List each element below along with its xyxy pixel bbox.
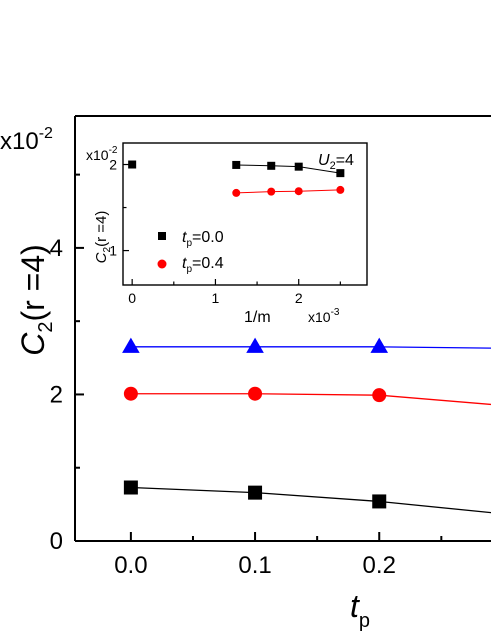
inset-data-point [232, 188, 241, 197]
inset-legend: tp=0.0 tp=0.4 [157, 229, 224, 275]
inset-x-multiplier-exp: -3 [331, 307, 340, 318]
main-data-point [372, 388, 387, 403]
inset-data-point [128, 160, 137, 169]
inset-y-tick-label: 2 [109, 157, 117, 173]
inset-y-axis-label: C2(r =4) [93, 211, 113, 264]
inset-series-circle [232, 185, 345, 197]
inset-annotation-main: U [318, 152, 330, 169]
main-series-circle [123, 386, 491, 406]
inset-y-label-main: C [93, 252, 110, 263]
main-data-point [248, 485, 263, 500]
inset-y-label-rest: (r =4) [93, 211, 110, 247]
inset-y-multiplier: x10-2 [86, 145, 118, 163]
main-series-line [130, 346, 491, 349]
main-y-multiplier-exp: -2 [39, 125, 53, 142]
main-x-axis-label: tp [350, 588, 370, 632]
main-series-square [123, 480, 491, 514]
main-y-multiplier: x10-2 [0, 125, 53, 155]
inset-x-tick-label: 0 [128, 290, 136, 306]
inset-fit-line [236, 164, 341, 174]
inset-axis-ticks: 1 2 0 1 2 [109, 157, 341, 306]
main-x-tick-label: 0.0 [114, 552, 147, 579]
main-x-label-sub: p [359, 610, 370, 632]
inset-x-tick-label: 2 [295, 290, 303, 306]
inset-plot: 120 1 2 x10-2 C2(r =4) 1/m x10-3 U2=4 tp=0… [86, 142, 368, 326]
legend-label-tp-0-4: tp=0.4 [182, 255, 224, 275]
inset-data-point [294, 162, 303, 171]
legend-marker-square [158, 232, 166, 240]
inset-annotation: U2=4 [318, 152, 354, 172]
inset-fit-line [236, 189, 341, 194]
svg-text:C2(r =4): C2(r =4) [15, 244, 57, 356]
main-series-triangle [122, 337, 491, 353]
main-x-tick-label: 0.1 [238, 552, 271, 579]
main-series-line [130, 486, 491, 514]
main-plot: 0 2 4 0.0 0.1 0.2 0 [50, 115, 491, 579]
main-data-point [372, 494, 387, 509]
main-data-point [370, 337, 389, 353]
main-y-axis-label: C2(r =4) [15, 244, 57, 356]
main-axis-ticks: 0 2 4 0.0 0.1 0.2 0 [50, 173, 443, 579]
main-y-tick-label: 0 [50, 528, 63, 555]
inset-x-axis-label: 1/m [244, 309, 271, 326]
inset-y-tick-label: 1 [109, 243, 117, 259]
inset-x-tick-label: 1 [212, 290, 220, 306]
inset-data-point [267, 161, 276, 170]
main-x-label-main: t [350, 588, 360, 624]
main-data-point [122, 337, 140, 353]
main-x-tick-label: 0.2 [363, 552, 396, 579]
inset-data-point [336, 169, 345, 178]
main-data-point [123, 386, 138, 401]
inset-data-point [232, 160, 241, 169]
inset-y-label-sub: 2 [102, 246, 113, 252]
legend-marker-circle [157, 259, 167, 269]
main-series-line [130, 393, 491, 406]
svg-text:C2(r =4): C2(r =4) [93, 211, 113, 264]
main-data-point [123, 480, 138, 495]
inset-y-multiplier-exp: -2 [109, 145, 118, 156]
legend-item-tp-0-0: tp=0.0 [158, 229, 224, 249]
main-y-label-sub: 2 [35, 322, 57, 333]
main-y-label-rest: (r =4) [15, 244, 51, 321]
main-data-point [248, 386, 263, 401]
main-data-series [122, 337, 491, 514]
main-y-tick-label: 4 [50, 235, 63, 262]
main-y-tick-label: 2 [50, 381, 63, 408]
inset-series-square [128, 160, 345, 178]
inset-data-point [267, 187, 276, 196]
main-data-point [246, 337, 264, 353]
inset-annotation-rest: =4 [336, 152, 354, 169]
inset-data-series [128, 160, 345, 197]
legend-label-tp-0-0: tp=0.0 [182, 229, 224, 249]
inset-annotation-sub: 2 [330, 160, 336, 172]
inset-x-multiplier: x10-3 [308, 307, 340, 325]
inset-data-point [336, 185, 345, 194]
main-y-label-main: C [15, 332, 51, 356]
legend-item-tp-0-4: tp=0.4 [157, 255, 224, 275]
inset-data-point [294, 187, 303, 196]
